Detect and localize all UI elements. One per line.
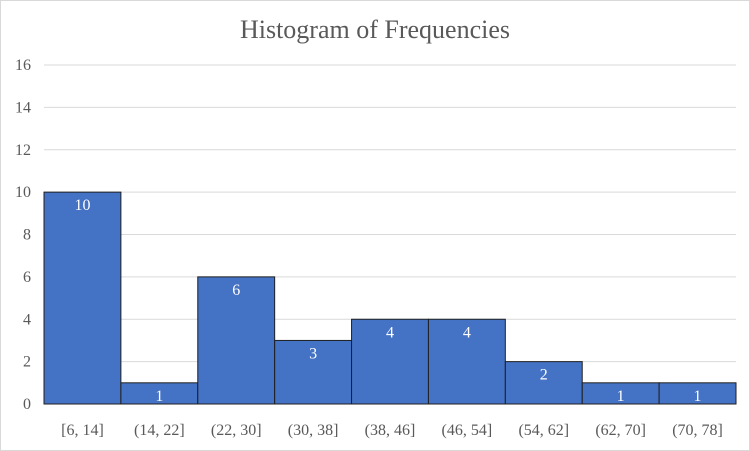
bar-data-label: 1 bbox=[617, 388, 625, 405]
bar-data-label: 1 bbox=[155, 388, 163, 405]
bar-data-label: 10 bbox=[74, 197, 90, 214]
x-axis-categories: [6, 14] (14, 22] (22, 30] (30, 38] (38, 46] (… bbox=[61, 422, 723, 439]
chart-title: Histogram of Frequencies bbox=[240, 15, 510, 44]
y-tick-label: 14 bbox=[15, 99, 31, 116]
bar-data-label: 4 bbox=[463, 324, 471, 341]
x-category-label: (38, 46] bbox=[365, 422, 416, 439]
y-tick-label: 16 bbox=[15, 57, 31, 74]
histogram-bar bbox=[504, 361, 583, 405]
gridlines bbox=[44, 64, 736, 405]
histogram-bar bbox=[658, 382, 737, 405]
x-category-label: [6, 14] bbox=[61, 422, 104, 439]
y-tick-label: 12 bbox=[15, 142, 31, 159]
bar-data-label: 4 bbox=[386, 324, 394, 341]
x-category-label: (70, 78] bbox=[672, 422, 723, 439]
y-tick-label: 0 bbox=[23, 396, 31, 413]
x-category-label: (22, 30] bbox=[211, 422, 262, 439]
y-tick-label: 6 bbox=[23, 269, 31, 286]
x-category-label: (62, 70] bbox=[595, 422, 646, 439]
y-axis-ticks: 0 2 4 6 8 10 12 14 16 bbox=[15, 57, 31, 413]
histogram-bar bbox=[43, 191, 122, 405]
histogram-bar bbox=[274, 339, 353, 405]
x-category-label: (46, 54] bbox=[442, 422, 493, 439]
bar-data-label: 3 bbox=[309, 345, 317, 362]
y-tick-label: 8 bbox=[23, 227, 31, 244]
bar-data-label: 6 bbox=[232, 282, 240, 299]
x-category-label: (54, 62] bbox=[518, 422, 569, 439]
y-tick-label: 2 bbox=[23, 354, 31, 371]
y-tick-label: 10 bbox=[15, 184, 31, 201]
bar-data-label: 2 bbox=[540, 367, 548, 384]
y-tick-label: 4 bbox=[23, 311, 31, 328]
histogram-bar bbox=[427, 318, 506, 405]
bar-data-label: 1 bbox=[694, 388, 702, 405]
data-labels: 10 1 6 3 4 4 2 1 1 bbox=[74, 197, 701, 405]
histogram-bar bbox=[197, 276, 276, 405]
bars bbox=[43, 191, 737, 405]
x-category-label: (14, 22] bbox=[134, 422, 185, 439]
histogram-bar bbox=[351, 318, 429, 405]
x-category-label: (30, 38] bbox=[288, 422, 339, 439]
